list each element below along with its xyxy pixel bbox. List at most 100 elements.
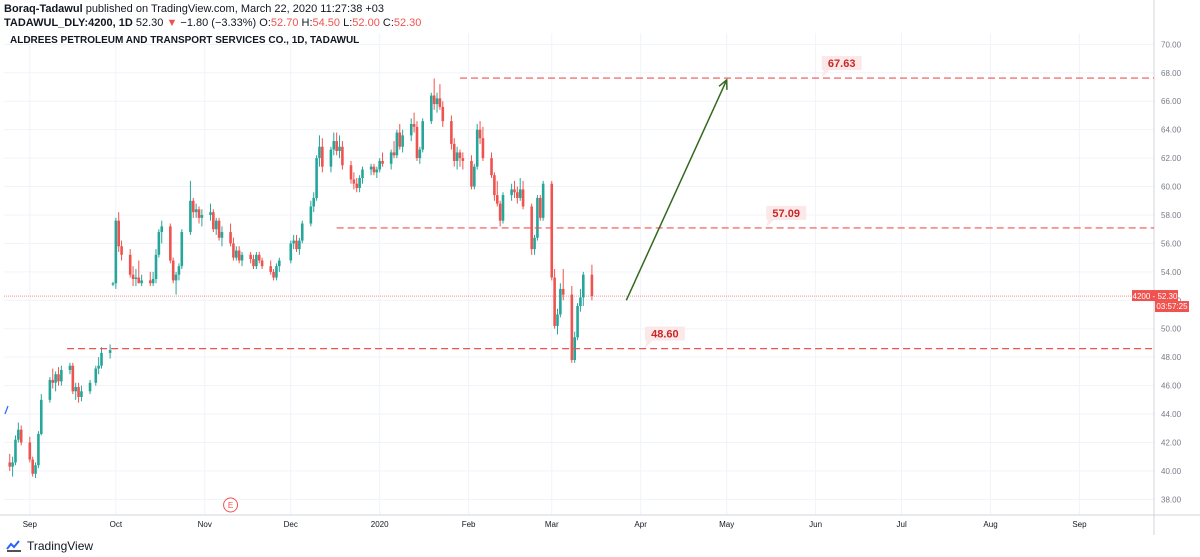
candle-body [19, 429, 23, 443]
candle [209, 203, 212, 221]
author-name[interactable]: Boraq-Tadawul [4, 3, 83, 15]
event-circle [223, 497, 239, 513]
candle-body [108, 350, 112, 353]
candle-body [452, 143, 456, 161]
y-tick-label: 46.00 [1161, 382, 1182, 391]
candle-body [252, 259, 255, 267]
candle-body [335, 141, 338, 152]
candle [516, 186, 519, 204]
candle [60, 365, 63, 386]
arrow-shaft [625, 79, 728, 301]
candle [536, 195, 539, 241]
candle [80, 385, 83, 402]
candle [395, 129, 399, 159]
candle [355, 178, 359, 193]
candle [252, 254, 255, 270]
candle [260, 257, 264, 270]
candle [77, 382, 80, 403]
candle [312, 192, 316, 213]
candle-body [418, 149, 422, 159]
y-tick-label: 58.00 [1161, 211, 1182, 220]
candle [573, 331, 576, 363]
countdown-badge: 03:57:25 [1155, 301, 1189, 313]
candle-body [375, 169, 379, 173]
level-67.63: 67.63 [459, 56, 1154, 79]
candle [576, 303, 579, 341]
x-tick-label: Jun [809, 520, 822, 529]
grid-lines [4, 33, 1154, 515]
candle-body [352, 179, 356, 184]
candle [369, 163, 373, 176]
candle [556, 308, 559, 335]
candle [97, 357, 100, 375]
candle-body [321, 146, 324, 167]
candle [409, 118, 413, 142]
candle [194, 203, 198, 218]
candle-body [57, 374, 60, 382]
candle [120, 240, 123, 261]
candle [11, 456, 14, 477]
footer: TradingView [6, 537, 93, 555]
candle-body [97, 365, 100, 369]
candle-body [415, 126, 419, 159]
last-price-badge-text: 4200 - 52.30 [1133, 292, 1178, 301]
candle [372, 163, 376, 176]
y-tick-label: 56.00 [1161, 239, 1182, 248]
x-tick-label: 2020 [371, 520, 389, 529]
candle-body [501, 195, 505, 221]
x-tick-label: Dec [284, 520, 298, 529]
candle-body [289, 243, 293, 261]
candle [269, 260, 273, 275]
candle [31, 456, 34, 477]
candle-body [169, 226, 172, 261]
publish-info: published on TradingView.com, March 22, … [82, 3, 385, 15]
candle [441, 101, 445, 127]
candle-body [94, 368, 98, 383]
y-tick-label: 38.00 [1161, 495, 1182, 504]
candle [389, 149, 393, 170]
candle [134, 269, 138, 287]
candle-body [461, 158, 465, 161]
y-tick-label: 54.00 [1161, 268, 1182, 277]
candle [234, 246, 238, 261]
candle [177, 263, 181, 281]
x-tick-label: Nov [198, 520, 212, 529]
level-label: 57.09 [772, 208, 800, 220]
candle [329, 146, 333, 173]
candle [68, 362, 72, 375]
candle-body [455, 152, 459, 161]
candle [375, 166, 379, 179]
candle-body [553, 277, 556, 326]
candle [57, 367, 60, 386]
candle-body [39, 399, 43, 434]
high-value: 54.50 [312, 17, 341, 29]
candle [513, 180, 516, 198]
candle-body [217, 220, 221, 238]
candle [100, 347, 103, 369]
candle [582, 271, 585, 306]
symbol-label[interactable]: TADAWUL_DLY:4200, 1D [4, 17, 133, 29]
candle [151, 271, 155, 287]
candle-body [240, 254, 244, 261]
candle-body [516, 192, 519, 198]
candle-body [51, 379, 55, 383]
x-tick-label: Aug [983, 520, 997, 529]
brand-name[interactable]: TradingView [27, 539, 94, 553]
candle [197, 206, 201, 224]
level-label-pointer [821, 70, 830, 78]
candle-body [475, 129, 479, 167]
candle-body [513, 189, 516, 193]
candle-body [191, 200, 195, 213]
y-tick-label: 44.00 [1161, 410, 1182, 419]
y-tick-label: 48.00 [1161, 353, 1182, 362]
candle [475, 123, 479, 170]
candle [157, 229, 161, 258]
candle [418, 146, 422, 164]
candle-body [349, 165, 353, 180]
candle [318, 135, 321, 167]
candle-body [556, 314, 559, 326]
candle [191, 197, 195, 218]
candle-body [315, 158, 318, 198]
candle-body [495, 195, 499, 204]
